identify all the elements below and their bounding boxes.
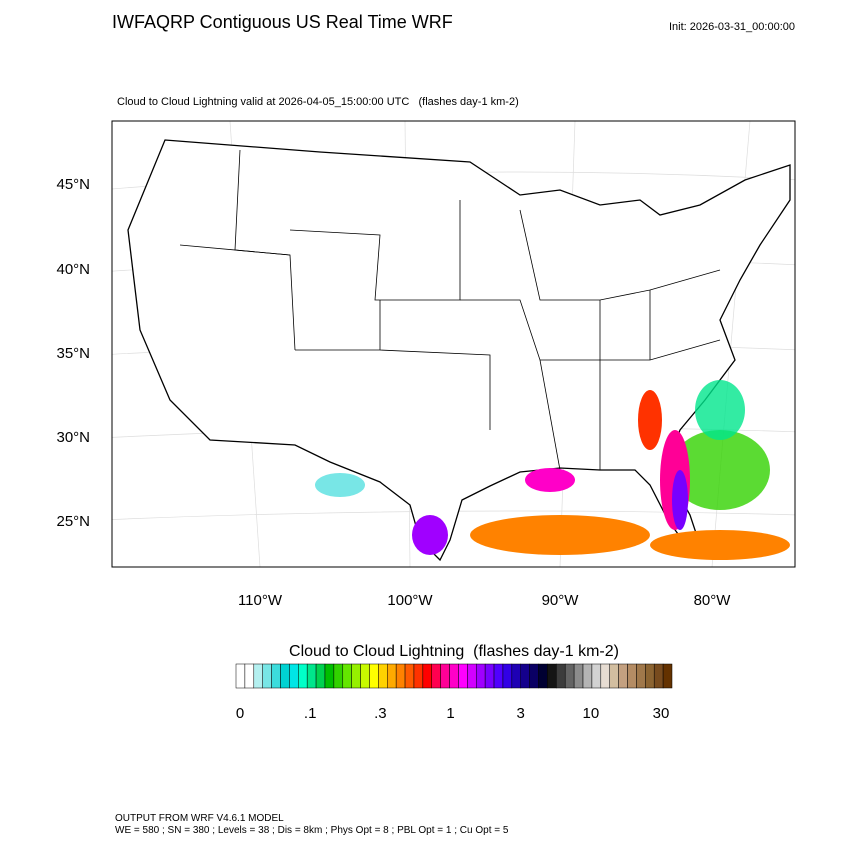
colorbar-swatch xyxy=(298,663,308,689)
colorbar-swatch xyxy=(306,663,317,689)
colorbar-label: 1 xyxy=(446,705,454,722)
colorbar-label: 0 xyxy=(236,705,244,722)
colorbar-labels: 0 .1 .3 1 3 10 30 xyxy=(236,705,670,722)
colorbar-swatch xyxy=(280,663,290,689)
colorbar-swatch xyxy=(484,663,495,689)
colorbar-swatch xyxy=(645,663,655,689)
colorbar-swatch xyxy=(422,663,433,689)
colorbar-swatch xyxy=(582,663,593,689)
colorbar-swatch xyxy=(369,663,379,689)
colorbar-swatch xyxy=(529,663,539,689)
colorbar-swatch xyxy=(333,663,344,689)
colorbar-swatch xyxy=(467,663,477,689)
init-time: Init: 2026-03-31_00:00:00 xyxy=(669,21,795,33)
colorbar-swatch xyxy=(253,663,263,689)
colorbar-swatch xyxy=(413,663,424,689)
colorbar-swatch xyxy=(395,663,406,689)
lat-label: 35°N xyxy=(56,345,90,362)
colorbar-swatch xyxy=(609,663,619,689)
lat-label: 30°N xyxy=(56,429,90,446)
colorbar-swatch xyxy=(520,663,530,689)
colorbar-swatch xyxy=(618,663,628,689)
lon-label: 110°W xyxy=(238,592,283,609)
colorbar-label: 3 xyxy=(516,705,524,722)
colorbar-swatch xyxy=(538,663,548,689)
map-frame xyxy=(111,120,796,568)
lat-labels: 45°N 40°N 35°N 30°N 25°N xyxy=(56,176,90,530)
lon-label: 100°W xyxy=(387,592,433,609)
colorbar-swatch xyxy=(360,663,370,689)
colorbar-label: .1 xyxy=(304,705,317,722)
colorbar-label: 30 xyxy=(653,705,670,722)
map xyxy=(112,121,795,567)
lon-label: 90°W xyxy=(542,592,580,609)
state-lines xyxy=(179,149,721,471)
colorbar-swatch xyxy=(600,663,610,689)
colorbar-swatch xyxy=(342,663,352,689)
colorbar-swatch xyxy=(493,663,504,689)
lat-label: 45°N xyxy=(56,176,90,193)
colorbar-swatch xyxy=(449,663,459,689)
colorbar-swatch xyxy=(573,663,584,689)
colorbar-swatch xyxy=(653,663,664,689)
footer-line: WE = 580 ; SN = 380 ; Levels = 38 ; Dis … xyxy=(115,825,509,836)
colorbar-swatch xyxy=(378,663,388,689)
colorbar-swatch xyxy=(591,663,602,689)
colorbar-title: Cloud to Cloud Lightning (flashes day-1 … xyxy=(289,643,619,660)
colorbar-swatch xyxy=(511,663,521,689)
lon-labels: 110°W 100°W 90°W 80°W xyxy=(238,592,731,609)
colorbar-label: 10 xyxy=(582,705,599,722)
colorbar-swatch xyxy=(235,663,246,689)
colorbar-swatch xyxy=(556,663,566,689)
colorbar-swatch xyxy=(458,663,468,689)
lightning-field xyxy=(315,380,790,560)
colorbar-swatch xyxy=(440,663,450,689)
colorbar-swatch xyxy=(244,663,255,689)
lat-label: 25°N xyxy=(56,513,90,530)
title: IWFAQRP Contiguous US Real Time WRF xyxy=(112,12,453,32)
colorbar-swatch xyxy=(315,663,326,689)
colorbar-swatch xyxy=(564,663,575,689)
colorbar xyxy=(235,663,673,689)
colorbar-swatch xyxy=(475,663,486,689)
colorbar-swatch xyxy=(404,663,415,689)
colorbar-swatch xyxy=(324,663,335,689)
colorbar-swatch xyxy=(547,663,557,689)
colorbar-swatch xyxy=(262,663,272,689)
colorbar-swatch xyxy=(387,663,397,689)
lon-label: 80°W xyxy=(694,592,732,609)
colorbar-swatch xyxy=(271,663,281,689)
colorbar-swatch xyxy=(627,663,637,689)
colorbar-swatch xyxy=(662,663,673,689)
colorbar-swatch xyxy=(502,663,513,689)
colorbar-swatch xyxy=(289,663,299,689)
colorbar-swatch xyxy=(431,663,441,689)
colorbar-swatch xyxy=(636,663,646,689)
lat-label: 40°N xyxy=(56,261,90,278)
subtitle: Cloud to Cloud Lightning valid at 2026-0… xyxy=(117,96,519,108)
footer-line: OUTPUT FROM WRF V4.6.1 MODEL xyxy=(115,813,284,824)
colorbar-label: .3 xyxy=(374,705,387,722)
colorbar-swatch xyxy=(351,663,361,689)
